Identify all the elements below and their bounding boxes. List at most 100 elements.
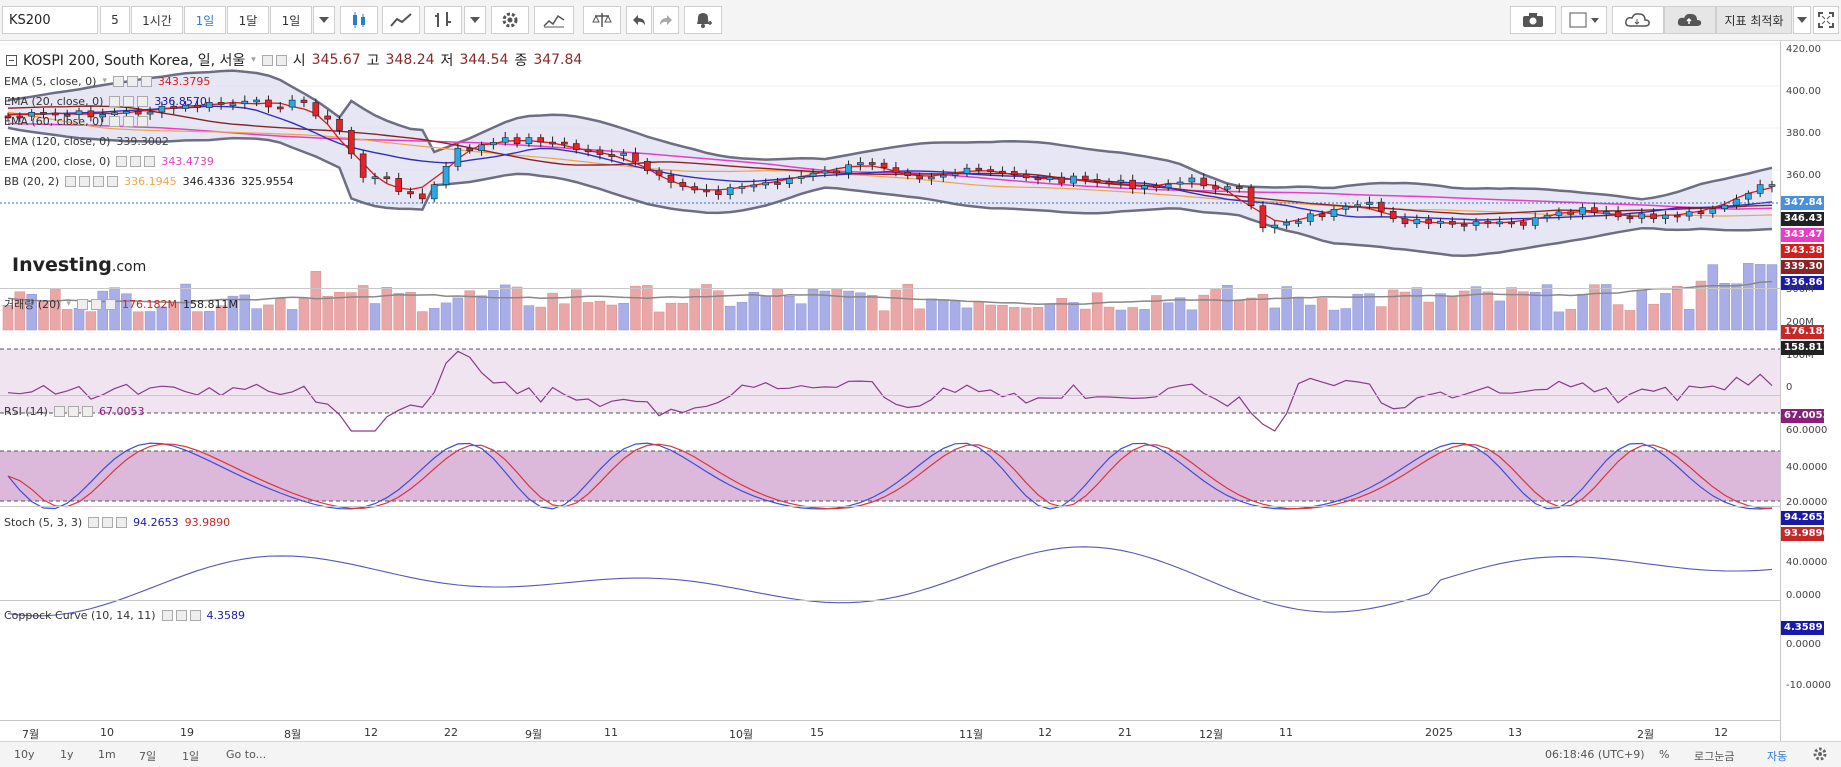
- chevron-down-icon[interactable]: ▾: [251, 55, 256, 65]
- chart-mark: [1188, 177, 1196, 183]
- chart-mark: [276, 106, 284, 110]
- chart-mark: [1541, 284, 1553, 331]
- cloud-upload-icon[interactable]: [1664, 6, 1716, 34]
- chart-mark: [1662, 214, 1669, 219]
- chart-mark: [762, 182, 769, 186]
- indicator-optimize-button[interactable]: 지표 최적화: [1716, 6, 1792, 34]
- goto-button[interactable]: Go to...: [226, 748, 267, 761]
- log-scale-button[interactable]: 로그눈금: [1694, 750, 1735, 763]
- low-key: 저: [440, 53, 454, 69]
- chart-mark: [1129, 179, 1136, 189]
- interval-input[interactable]: 5: [100, 6, 130, 34]
- optimize-chevron-icon[interactable]: [1793, 6, 1811, 34]
- legend-controls[interactable]: [53, 405, 93, 417]
- undo-icon[interactable]: [626, 6, 652, 34]
- interval-dropdown-chevron-icon[interactable]: [313, 6, 335, 34]
- chart-mark: [1235, 186, 1243, 189]
- chart-mark: [724, 305, 736, 331]
- stoch-k-tag: 94.2653: [1781, 511, 1830, 525]
- camera-icon[interactable]: [1510, 6, 1556, 34]
- legend-controls[interactable]: [112, 75, 152, 87]
- alert-bell-icon[interactable]: [684, 6, 722, 34]
- legend-ema200[interactable]: EMA (200, close, 0) 343.4739: [4, 153, 214, 169]
- legend-stoch[interactable]: Stoch (5, 3, 3) 94.2653 93.9890: [4, 514, 230, 530]
- chart-mark: [170, 105, 178, 109]
- chevron-down-icon[interactable]: ▾: [66, 299, 71, 309]
- symbol-input[interactable]: [2, 6, 98, 34]
- legend-ema5[interactable]: EMA (5, close, 0) ▾ 343.3795: [4, 73, 210, 89]
- cloud-download-icon[interactable]: [1612, 6, 1664, 34]
- auto-scale-button[interactable]: 자동: [1767, 750, 1788, 763]
- interval-1h-button[interactable]: 1시간: [131, 6, 183, 34]
- pane-separator[interactable]: [0, 395, 1780, 396]
- chart-mark: [620, 152, 627, 156]
- legend-value: 343.4739: [161, 154, 214, 168]
- compare-scale-icon[interactable]: [583, 6, 621, 34]
- chart-mark: [1305, 304, 1316, 331]
- chart-mark: [134, 110, 142, 115]
- legend-controls[interactable]: [65, 175, 119, 187]
- ohlc-bars-icon[interactable]: [424, 6, 462, 34]
- chart-mark: [7, 126, 1773, 258]
- legend-controls[interactable]: [116, 155, 156, 167]
- chart-mark: [561, 141, 568, 145]
- layout-square-icon[interactable]: [1561, 6, 1607, 34]
- gear-icon[interactable]: [1812, 746, 1828, 765]
- line-chart-icon[interactable]: [382, 6, 420, 34]
- candlestick-icon[interactable]: [340, 6, 378, 34]
- chart-mark: [75, 110, 83, 115]
- chart-mark: [168, 303, 179, 331]
- legend-bb[interactable]: BB (20, 2) 336.1945 346.4336 325.9554: [4, 173, 294, 189]
- legend-controls[interactable]: [161, 609, 201, 621]
- legend-controls[interactable]: [88, 516, 128, 528]
- pane-separator: [0, 720, 1780, 721]
- chart-mark: [1601, 284, 1612, 331]
- chart-mark: [310, 270, 322, 331]
- legend-ema60[interactable]: EMA (60, close, 0): [4, 113, 149, 129]
- coppock-pane: [7, 546, 1773, 617]
- time-axis-label: 2월: [1637, 728, 1655, 741]
- stoch-axis-label: 0.0000: [1786, 590, 1821, 601]
- pane-separator[interactable]: [0, 288, 1780, 289]
- range-1y-button[interactable]: 1y: [60, 748, 74, 761]
- chart-mark: [192, 311, 203, 331]
- range-7d-button[interactable]: 7일: [139, 750, 157, 763]
- chart-type-chevron-icon[interactable]: [464, 6, 486, 34]
- legend-controls[interactable]: [109, 95, 149, 107]
- legend-controls[interactable]: [76, 298, 116, 310]
- percent-scale-button[interactable]: %: [1659, 748, 1670, 761]
- chart-mark: [428, 308, 440, 331]
- chart-mark: [1413, 219, 1421, 225]
- chart-mark: [963, 167, 971, 174]
- chart-mark: [1721, 204, 1728, 210]
- legend-ema20[interactable]: EMA (20, close, 0) 336.8570: [4, 93, 207, 109]
- redo-icon[interactable]: [653, 6, 679, 34]
- chart-mark: [1685, 211, 1693, 217]
- chart-mark: [393, 293, 404, 331]
- legend-coppock[interactable]: Coppock Curve (10, 14, 11) 4.3589: [4, 607, 245, 623]
- price-chart-canvas[interactable]: [0, 41, 1780, 741]
- pane-separator[interactable]: [0, 600, 1780, 601]
- legend-rsi[interactable]: RSI (14) 67.0053: [4, 403, 144, 419]
- legend-controls[interactable]: [261, 54, 287, 66]
- interval-1mo-button[interactable]: 1달: [227, 6, 269, 34]
- legend-name: EMA (60, close, 0): [4, 114, 104, 128]
- chart-mark: [1091, 292, 1103, 331]
- chart-mark: [807, 289, 819, 331]
- chart-mark: [7, 280, 1773, 306]
- range-1m-button[interactable]: 1m: [98, 748, 116, 761]
- fullscreen-icon[interactable]: [1813, 6, 1839, 34]
- indicators-icon[interactable]: [534, 6, 574, 34]
- legend-volume[interactable]: 거래량 (20) ▾ 176.182M 158.811M: [4, 296, 238, 312]
- gear-icon[interactable]: [491, 6, 529, 34]
- pane-separator[interactable]: [0, 506, 1780, 507]
- chevron-down-icon[interactable]: ▾: [102, 76, 107, 86]
- interval-custom-button[interactable]: 1일: [270, 6, 312, 34]
- legend-ema120[interactable]: EMA (120, close, 0) 339.3002: [4, 133, 169, 149]
- collapse-icon[interactable]: [6, 54, 17, 66]
- chart-mark: [1257, 294, 1269, 331]
- range-10y-button[interactable]: 10y: [14, 748, 35, 761]
- interval-1d-button[interactable]: 1일: [184, 6, 226, 34]
- legend-controls[interactable]: [109, 115, 149, 127]
- range-1d-button[interactable]: 1일: [182, 750, 200, 763]
